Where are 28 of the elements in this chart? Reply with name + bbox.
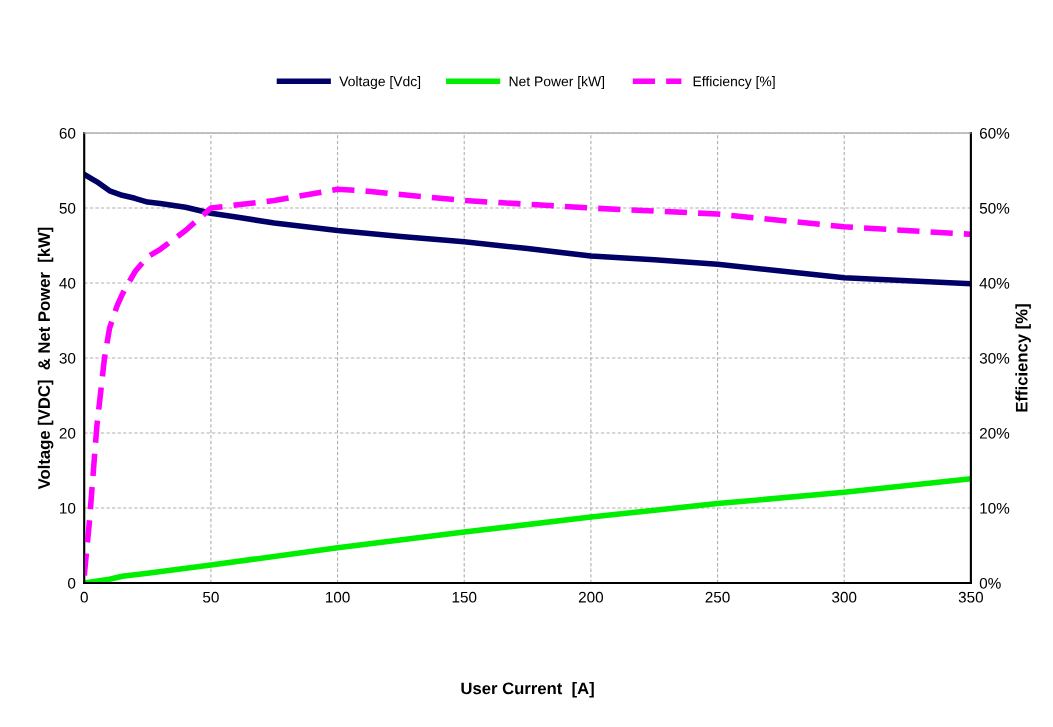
y2-tick-label: 30% bbox=[979, 352, 1010, 364]
legend-label: Net Power [kW] bbox=[509, 76, 605, 90]
y2-tick-label: 20% bbox=[979, 427, 1010, 439]
x-axis-title: User Current [A] bbox=[461, 682, 594, 698]
y2-tick-label: 10% bbox=[980, 502, 1010, 514]
y-tick-label: 40 bbox=[59, 277, 76, 289]
x-tick-label: 50 bbox=[203, 591, 219, 603]
y-tick-label: 0 bbox=[68, 577, 76, 589]
x-tick-label: 200 bbox=[578, 591, 604, 603]
x-tick-label: 250 bbox=[705, 591, 730, 603]
legend-label: Voltage [Vdc] bbox=[339, 76, 421, 90]
y-tick-label: 60 bbox=[59, 127, 76, 139]
y-tick-label: 50 bbox=[59, 202, 76, 214]
y2-tick-label: 40% bbox=[979, 277, 1010, 289]
y2-axis-title: Efficiency [%] bbox=[1015, 304, 1031, 412]
y2-tick-label: 50% bbox=[979, 202, 1010, 214]
y2-tick-label: 60% bbox=[979, 127, 1010, 139]
x-tick-label: 0 bbox=[80, 591, 88, 603]
y-tick-label: 20 bbox=[59, 427, 76, 439]
x-tick-label: 300 bbox=[832, 591, 857, 603]
x-tick-label: 350 bbox=[958, 591, 984, 603]
y2-tick-label: 0% bbox=[979, 577, 1001, 589]
x-tick-label: 100 bbox=[325, 591, 350, 603]
x-tick-label: 150 bbox=[452, 591, 477, 603]
y-tick-label: 30 bbox=[59, 352, 76, 364]
y-axis-title: Voltage [VDC] & Net Power [kW] bbox=[37, 227, 54, 490]
legend-label: Efficiency [%] bbox=[693, 76, 775, 90]
y-tick-label: 10 bbox=[60, 502, 76, 514]
